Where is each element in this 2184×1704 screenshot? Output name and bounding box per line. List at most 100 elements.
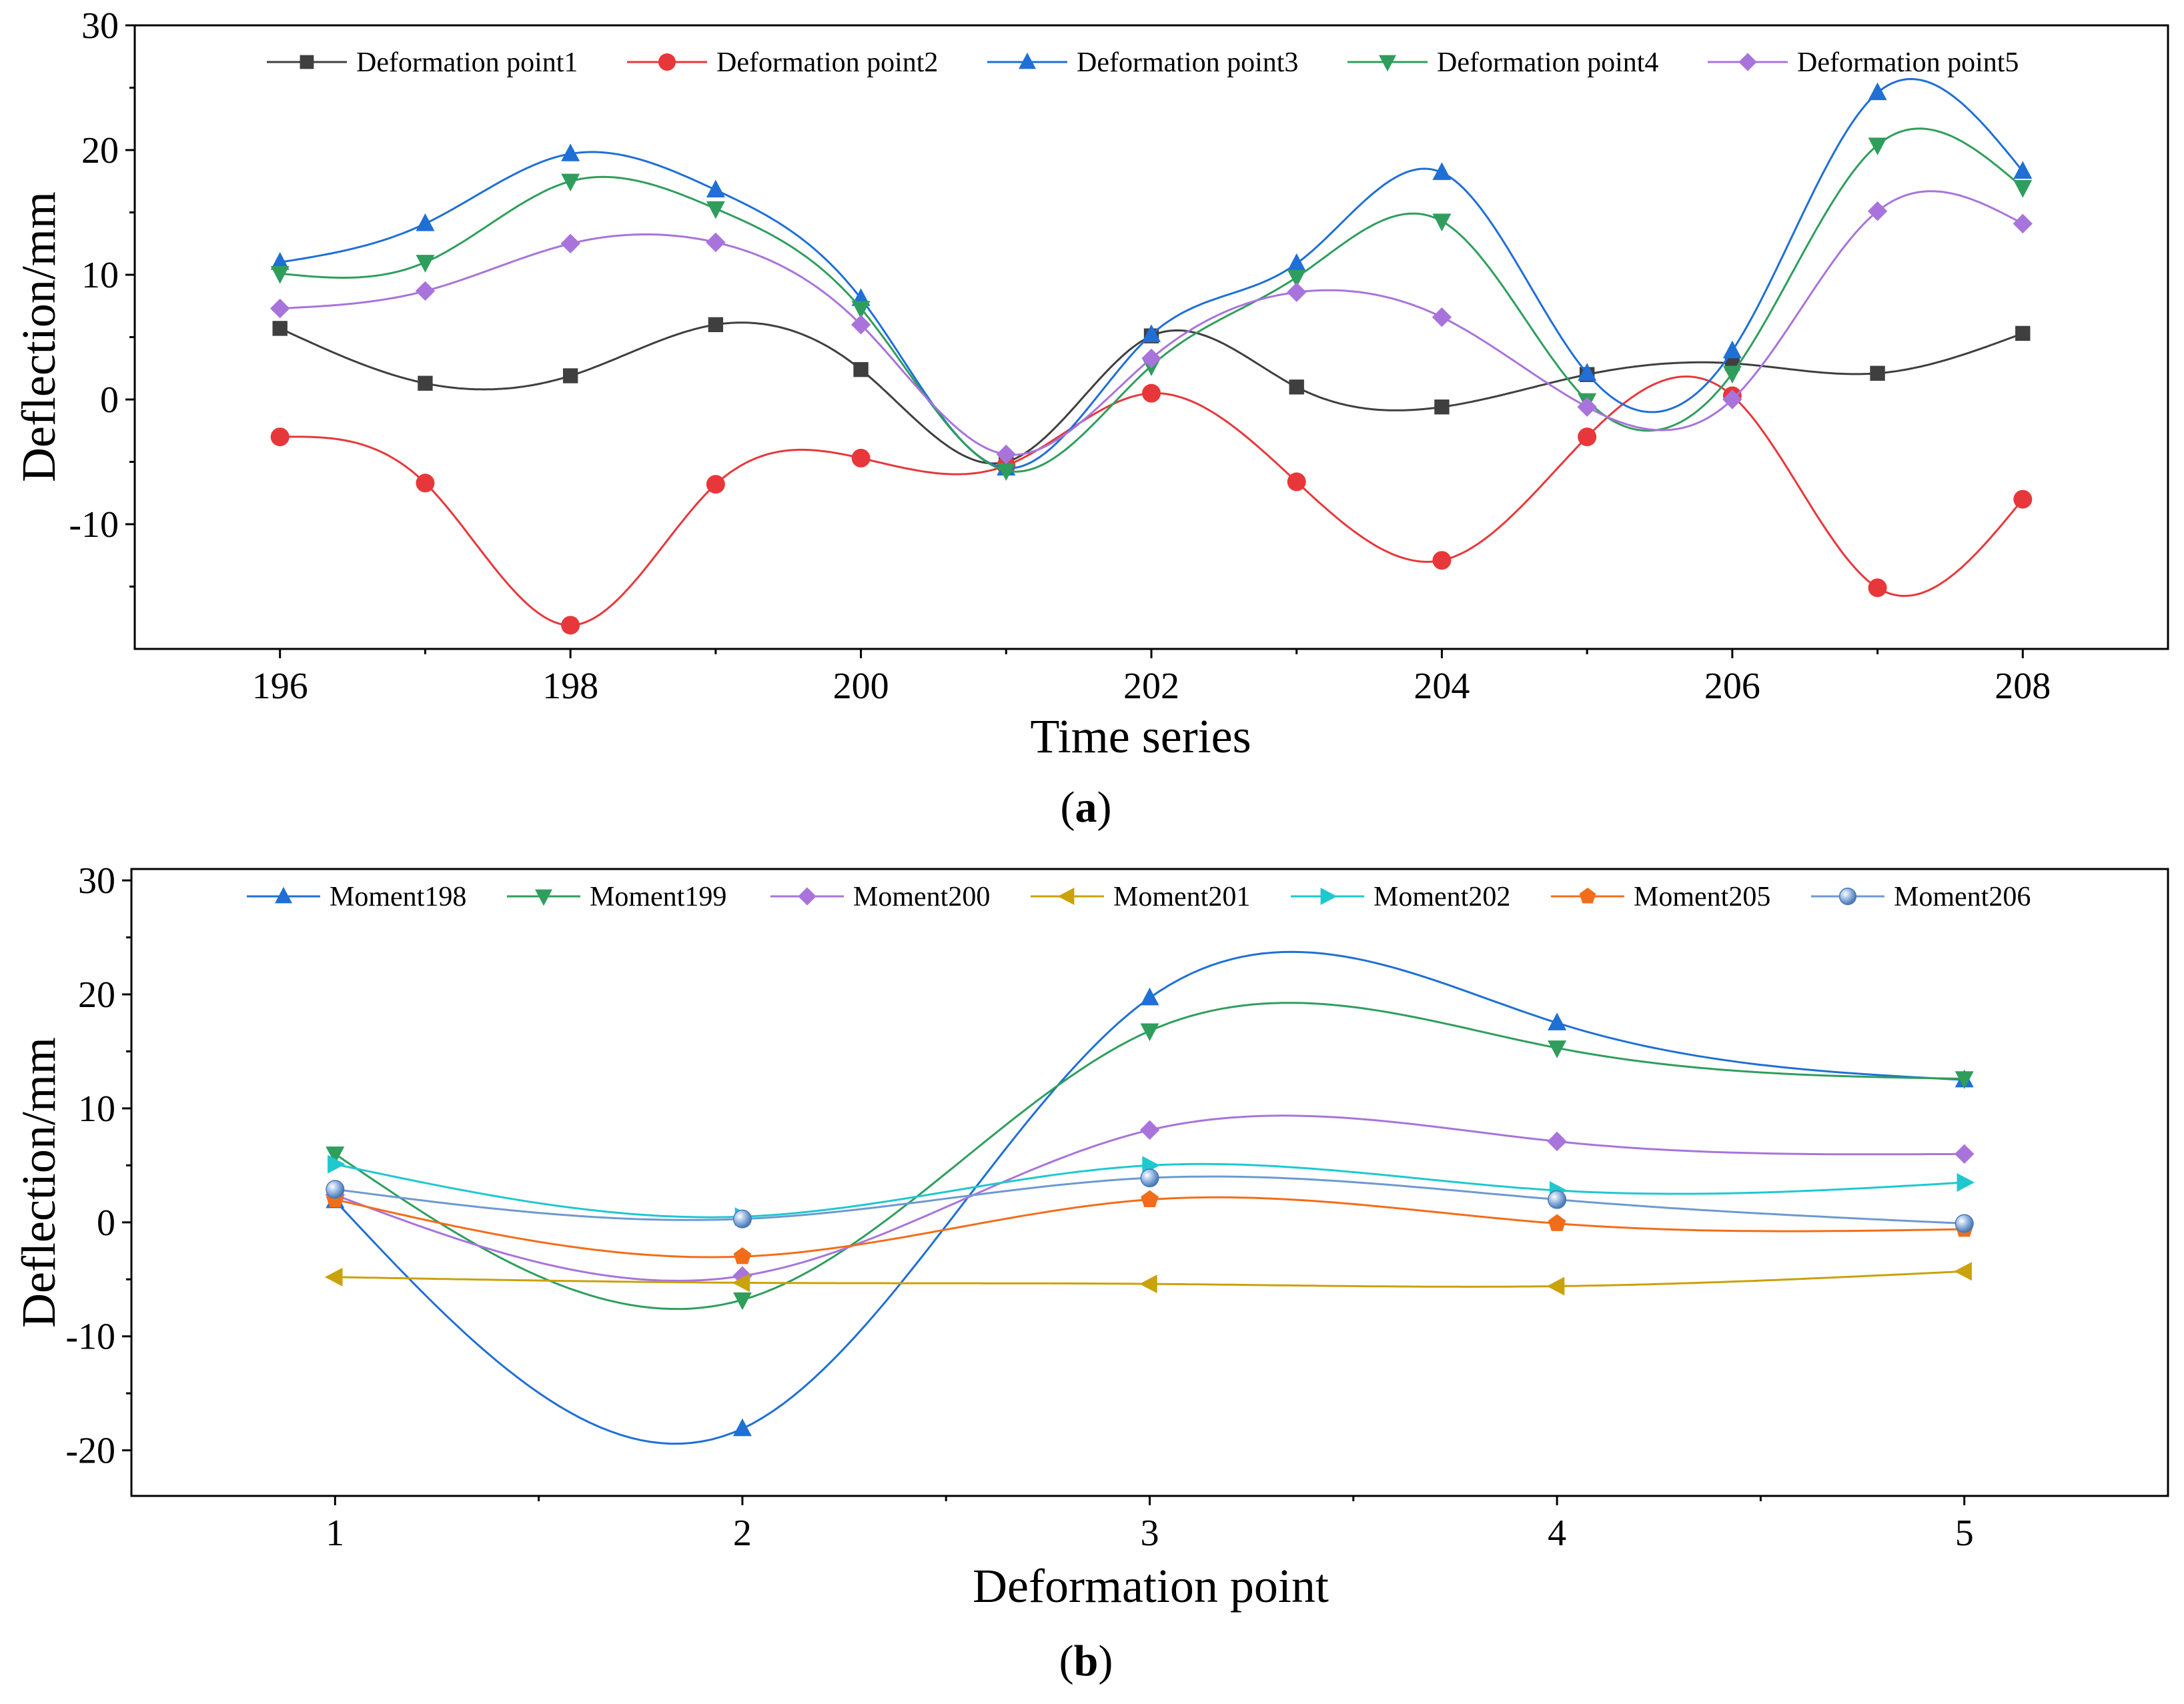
chart-b-point (1548, 1040, 1567, 1058)
chart-b-y-axis-title: Deflection/mm (12, 1037, 65, 1328)
chart-b-point (1957, 1173, 1975, 1192)
chart-a-point (853, 361, 869, 377)
chart-a-point (851, 448, 871, 468)
chart-a-legend-label-4: Deformation point4 (1437, 47, 1658, 78)
chart-a-point (416, 213, 435, 231)
chart-b-point (1547, 1131, 1567, 1152)
chart-a-series-line-2 (280, 375, 2024, 627)
chart-a-point (1287, 282, 1307, 302)
chart-a-point (1432, 307, 1452, 327)
chart-a-y-tick-label: 30 (81, 5, 119, 47)
chart-b-point (1139, 1274, 1157, 1294)
chart-a-x-ticks: 196 198 200 202 204 206 208 (252, 649, 2051, 707)
chart-a-point (1142, 383, 1161, 403)
chart-b-x-ticks: 1 2 3 4 5 (326, 1496, 1974, 1554)
chart-a-point (708, 317, 724, 332)
chart-a-panel-label: (a) (1061, 783, 1112, 832)
chart-b-panel-paren-open: ( (1059, 1637, 1074, 1685)
chart-a-legend-label-5: Deformation point5 (1797, 47, 2019, 78)
chart-b-legend-marker-4 (1057, 888, 1075, 905)
chart-b-point (1954, 1262, 1972, 1281)
chart-b-y-ticks: -20 -10 0 10 20 30 (65, 860, 131, 1472)
chart-a-point (561, 143, 580, 161)
chart-a-point (270, 428, 290, 447)
chart-a-point (270, 251, 290, 270)
chart-b-y-tick-label: 30 (78, 860, 115, 902)
chart-a-legend-marker-5 (1738, 53, 1757, 71)
chart-a-legend-marker-3 (1019, 52, 1036, 69)
chart-b-point (732, 1209, 752, 1228)
chart-a-panel-letter: a (1075, 783, 1097, 832)
chart-a-point (2013, 490, 2033, 509)
chart-a-point (1868, 578, 1887, 598)
chart-b-legend-label-7: Moment206 (1894, 882, 2031, 912)
chart-a-legend-label-1: Deformation point1 (356, 47, 578, 78)
chart-b-legend-marker-3 (798, 887, 816, 906)
chart-b-x-tick-label: 1 (326, 1513, 344, 1554)
chart-a-point (416, 255, 435, 273)
chart-a-x-tick-label: 200 (833, 666, 889, 707)
chart-b-legend-label-2: Moment199 (590, 882, 726, 912)
chart-a-point (416, 474, 435, 493)
chart-b-legend: Moment198 Moment199 Moment200 Moment201 Mome… (247, 882, 2031, 912)
chart-a-series-group (270, 77, 2033, 635)
chart-a-legend-marker-2 (658, 53, 676, 71)
chart-a-point (851, 301, 871, 319)
chart-a-point (1287, 472, 1306, 492)
chart-b-panel-paren-close: ) (1098, 1637, 1113, 1685)
chart-b-y-tick-label: 20 (78, 974, 115, 1016)
chart-a-y-tick-label: 0 (100, 379, 119, 421)
chart-a-x-tick-label: 198 (542, 666, 598, 707)
chart-b-y-tick-label: 0 (97, 1202, 115, 1244)
chart-a-point (1432, 162, 1452, 180)
chart-a-y-tick-label: 20 (81, 130, 119, 171)
chart-a-series-line-5 (280, 190, 2023, 456)
chart-a-point (562, 368, 578, 383)
chart-a-point (561, 173, 580, 192)
chart-b-point (1546, 1276, 1565, 1296)
chart-a-point (1289, 379, 1304, 395)
chart-a-point (270, 298, 290, 319)
chart-a-legend-marker-4 (1379, 55, 1396, 72)
chart-a-point (706, 475, 725, 494)
chart-a-point (2013, 179, 2033, 198)
chart-b-legend-marker-5 (1320, 888, 1337, 905)
chart-a-point (1287, 253, 1306, 271)
chart-b-legend-label-3: Moment200 (853, 882, 990, 912)
chart-b-point (732, 1292, 752, 1311)
chart-b-point (1548, 1214, 1566, 1231)
chart-b-y-tick-label: 10 (78, 1088, 115, 1130)
chart-a-point (1870, 365, 1885, 381)
chart-a-x-axis-title: Time series (1030, 710, 1251, 763)
chart-a-y-axis-title: Deflection/mm (12, 191, 65, 482)
chart-a-y-ticks: -10 0 10 20 30 (69, 5, 135, 588)
chart-b-point (732, 1418, 752, 1437)
chart-a-x-tick-label: 202 (1123, 666, 1179, 707)
chart-b-point (1955, 1144, 1975, 1164)
chart-a-point (560, 233, 580, 253)
chart-a-panel-paren-close: ) (1097, 783, 1112, 832)
chart-a-x-tick-label: 208 (1995, 666, 2051, 707)
chart-b-point (1140, 987, 1159, 1006)
chart-b-point (1548, 1012, 1567, 1030)
chart-a-legend-label-3: Deformation point3 (1077, 47, 1298, 78)
chart-b-point (1140, 1023, 1159, 1042)
chart-b-y-tick-label: -20 (65, 1431, 115, 1472)
chart-a-x-tick-label: 206 (1704, 666, 1760, 707)
chart-a-point (996, 444, 1016, 464)
chart-b-legend-marker-7 (1838, 887, 1857, 906)
chart-a-point (418, 375, 433, 391)
chart-b-point (326, 1146, 345, 1164)
chart-a-panel-paren-open: ( (1061, 783, 1075, 832)
chart-b-point (1955, 1071, 1974, 1089)
chart-b-point (324, 1267, 343, 1287)
chart-a-point (1577, 397, 1597, 417)
chart-b-point (1139, 1120, 1160, 1140)
chart-a-point (1868, 82, 1887, 101)
chart-b-x-tick-label: 2 (733, 1513, 752, 1554)
chart-b-point (1141, 1190, 1159, 1207)
chart-b-point (732, 1273, 750, 1293)
chart-a-point (997, 463, 1016, 481)
chart-a-point (1722, 340, 1742, 359)
